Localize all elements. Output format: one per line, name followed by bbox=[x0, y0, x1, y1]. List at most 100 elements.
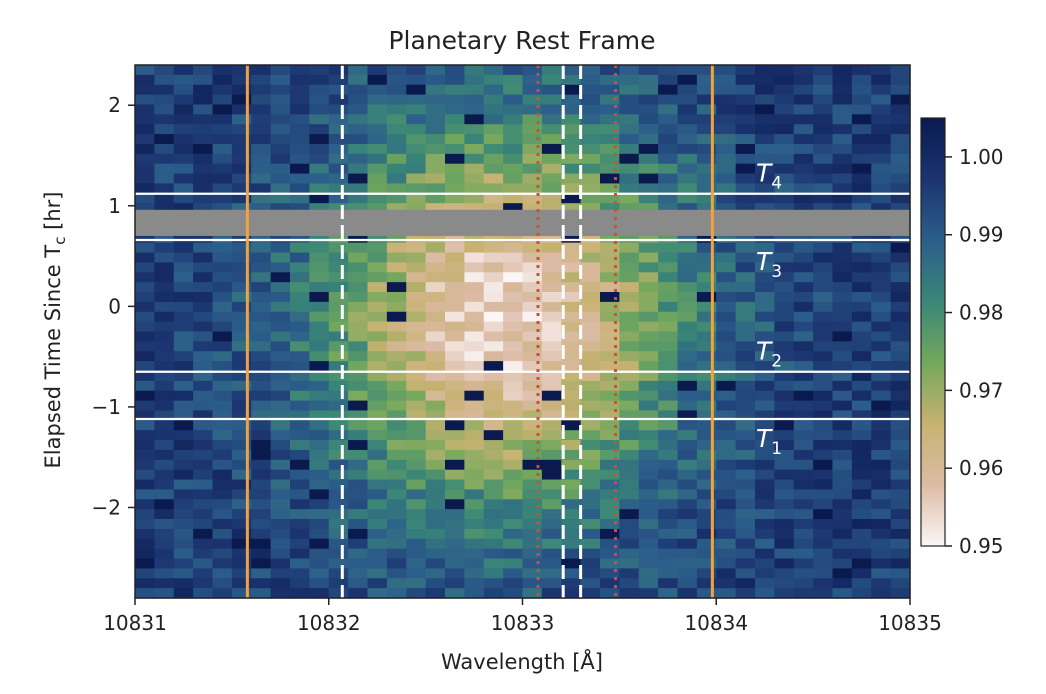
heatmap-cell bbox=[328, 134, 349, 145]
heatmap-cell bbox=[813, 380, 834, 392]
heatmap-cell bbox=[251, 114, 272, 125]
heatmap-cell bbox=[755, 134, 775, 145]
heatmap-cell bbox=[716, 440, 737, 451]
heatmap-cell bbox=[793, 74, 814, 86]
heatmap-cell bbox=[793, 94, 814, 106]
heatmap-cell bbox=[173, 558, 194, 569]
heatmap-cell bbox=[716, 361, 737, 372]
heatmap-cell bbox=[290, 578, 310, 589]
heatmap-cell bbox=[716, 104, 737, 115]
heatmap-cell bbox=[445, 380, 465, 392]
heatmap-cell bbox=[154, 331, 175, 342]
heatmap-cell bbox=[464, 163, 485, 175]
heatmap-cell bbox=[386, 380, 407, 392]
heatmap-cell bbox=[464, 282, 485, 293]
heatmap-cell bbox=[328, 469, 349, 481]
heatmap-cell bbox=[580, 509, 601, 520]
heatmap-cell bbox=[231, 183, 252, 194]
heatmap-cell bbox=[890, 341, 911, 352]
heatmap-cell bbox=[580, 232, 601, 244]
heatmap-cell bbox=[696, 203, 717, 214]
heatmap-cell bbox=[290, 548, 310, 560]
heatmap-cell bbox=[367, 509, 388, 520]
heatmap-cell bbox=[503, 252, 524, 264]
heatmap-cell bbox=[522, 134, 543, 145]
heatmap-cell bbox=[483, 370, 504, 382]
heatmap-cell bbox=[483, 301, 504, 313]
heatmap-cell bbox=[619, 232, 640, 244]
heatmap-cell bbox=[503, 390, 524, 402]
heatmap-cell bbox=[735, 410, 756, 421]
heatmap-cell bbox=[600, 489, 620, 500]
heatmap-cell bbox=[231, 489, 252, 500]
heatmap-cell bbox=[600, 380, 620, 392]
heatmap-cell bbox=[231, 114, 252, 125]
heatmap-cell bbox=[290, 242, 310, 254]
heatmap-cell bbox=[348, 94, 369, 106]
heatmap-cell bbox=[793, 134, 814, 145]
heatmap-cell bbox=[251, 380, 272, 392]
heatmap-cell bbox=[386, 301, 407, 313]
heatmap-cell bbox=[677, 183, 698, 194]
heatmap-cell bbox=[851, 558, 872, 569]
x-axis-label: Wavelength [Å] bbox=[441, 648, 603, 674]
heatmap-cell bbox=[290, 519, 310, 530]
heatmap-cell bbox=[774, 568, 795, 579]
heatmap-cell bbox=[328, 252, 349, 264]
heatmap-cell bbox=[406, 153, 427, 165]
heatmap-cell bbox=[580, 203, 601, 214]
heatmap-cell bbox=[406, 272, 427, 283]
heatmap-cell bbox=[871, 449, 892, 461]
heatmap-cell bbox=[696, 153, 717, 165]
heatmap-cell bbox=[348, 262, 369, 273]
heatmap-cell bbox=[755, 262, 775, 273]
heatmap-cell bbox=[503, 361, 524, 372]
heatmap-cell bbox=[813, 74, 834, 86]
heatmap-cell bbox=[561, 193, 582, 204]
heatmap-cell bbox=[231, 331, 252, 342]
heatmap-cell bbox=[503, 124, 524, 135]
heatmap-cell bbox=[813, 232, 834, 244]
heatmap-cell bbox=[755, 173, 775, 185]
heatmap-cell bbox=[871, 370, 892, 382]
heatmap-cell bbox=[600, 321, 620, 333]
heatmap-cell bbox=[425, 74, 446, 86]
heatmap-cell bbox=[677, 173, 698, 185]
heatmap-cell bbox=[813, 361, 834, 372]
heatmap-cell bbox=[290, 568, 310, 579]
heatmap-cell bbox=[677, 351, 698, 362]
heatmap-cell bbox=[406, 509, 427, 520]
heatmap-cell bbox=[755, 104, 775, 115]
heatmap-cell bbox=[580, 272, 601, 283]
heatmap-cell bbox=[851, 153, 872, 165]
heatmap-cell bbox=[464, 380, 485, 392]
heatmap-cell bbox=[600, 459, 620, 471]
heatmap-cell bbox=[406, 282, 427, 293]
heatmap-cell bbox=[580, 321, 601, 333]
heatmap-cell bbox=[328, 440, 349, 451]
heatmap-cell bbox=[483, 262, 504, 273]
heatmap-cell bbox=[522, 94, 543, 106]
heatmap-cell bbox=[135, 124, 155, 135]
heatmap-cell bbox=[658, 390, 679, 402]
heatmap-cell bbox=[212, 528, 233, 540]
heatmap-cell bbox=[851, 114, 872, 125]
heatmap-cell bbox=[309, 153, 330, 165]
heatmap-cell bbox=[696, 400, 717, 412]
heatmap-cell bbox=[173, 420, 194, 431]
heatmap-cell bbox=[154, 94, 175, 106]
heatmap-cell bbox=[813, 430, 834, 441]
heatmap-cell bbox=[638, 282, 659, 293]
heatmap-cell bbox=[212, 153, 233, 165]
heatmap-cell bbox=[309, 134, 330, 145]
heatmap-cell bbox=[231, 163, 252, 175]
heatmap-cell bbox=[212, 193, 233, 204]
heatmap-cell bbox=[483, 430, 504, 441]
heatmap-cell bbox=[309, 262, 330, 273]
heatmap-cell bbox=[696, 538, 717, 550]
heatmap-cell bbox=[541, 153, 562, 165]
heatmap-cell bbox=[154, 292, 175, 303]
heatmap-cell bbox=[755, 489, 775, 500]
heatmap-cell bbox=[696, 430, 717, 441]
